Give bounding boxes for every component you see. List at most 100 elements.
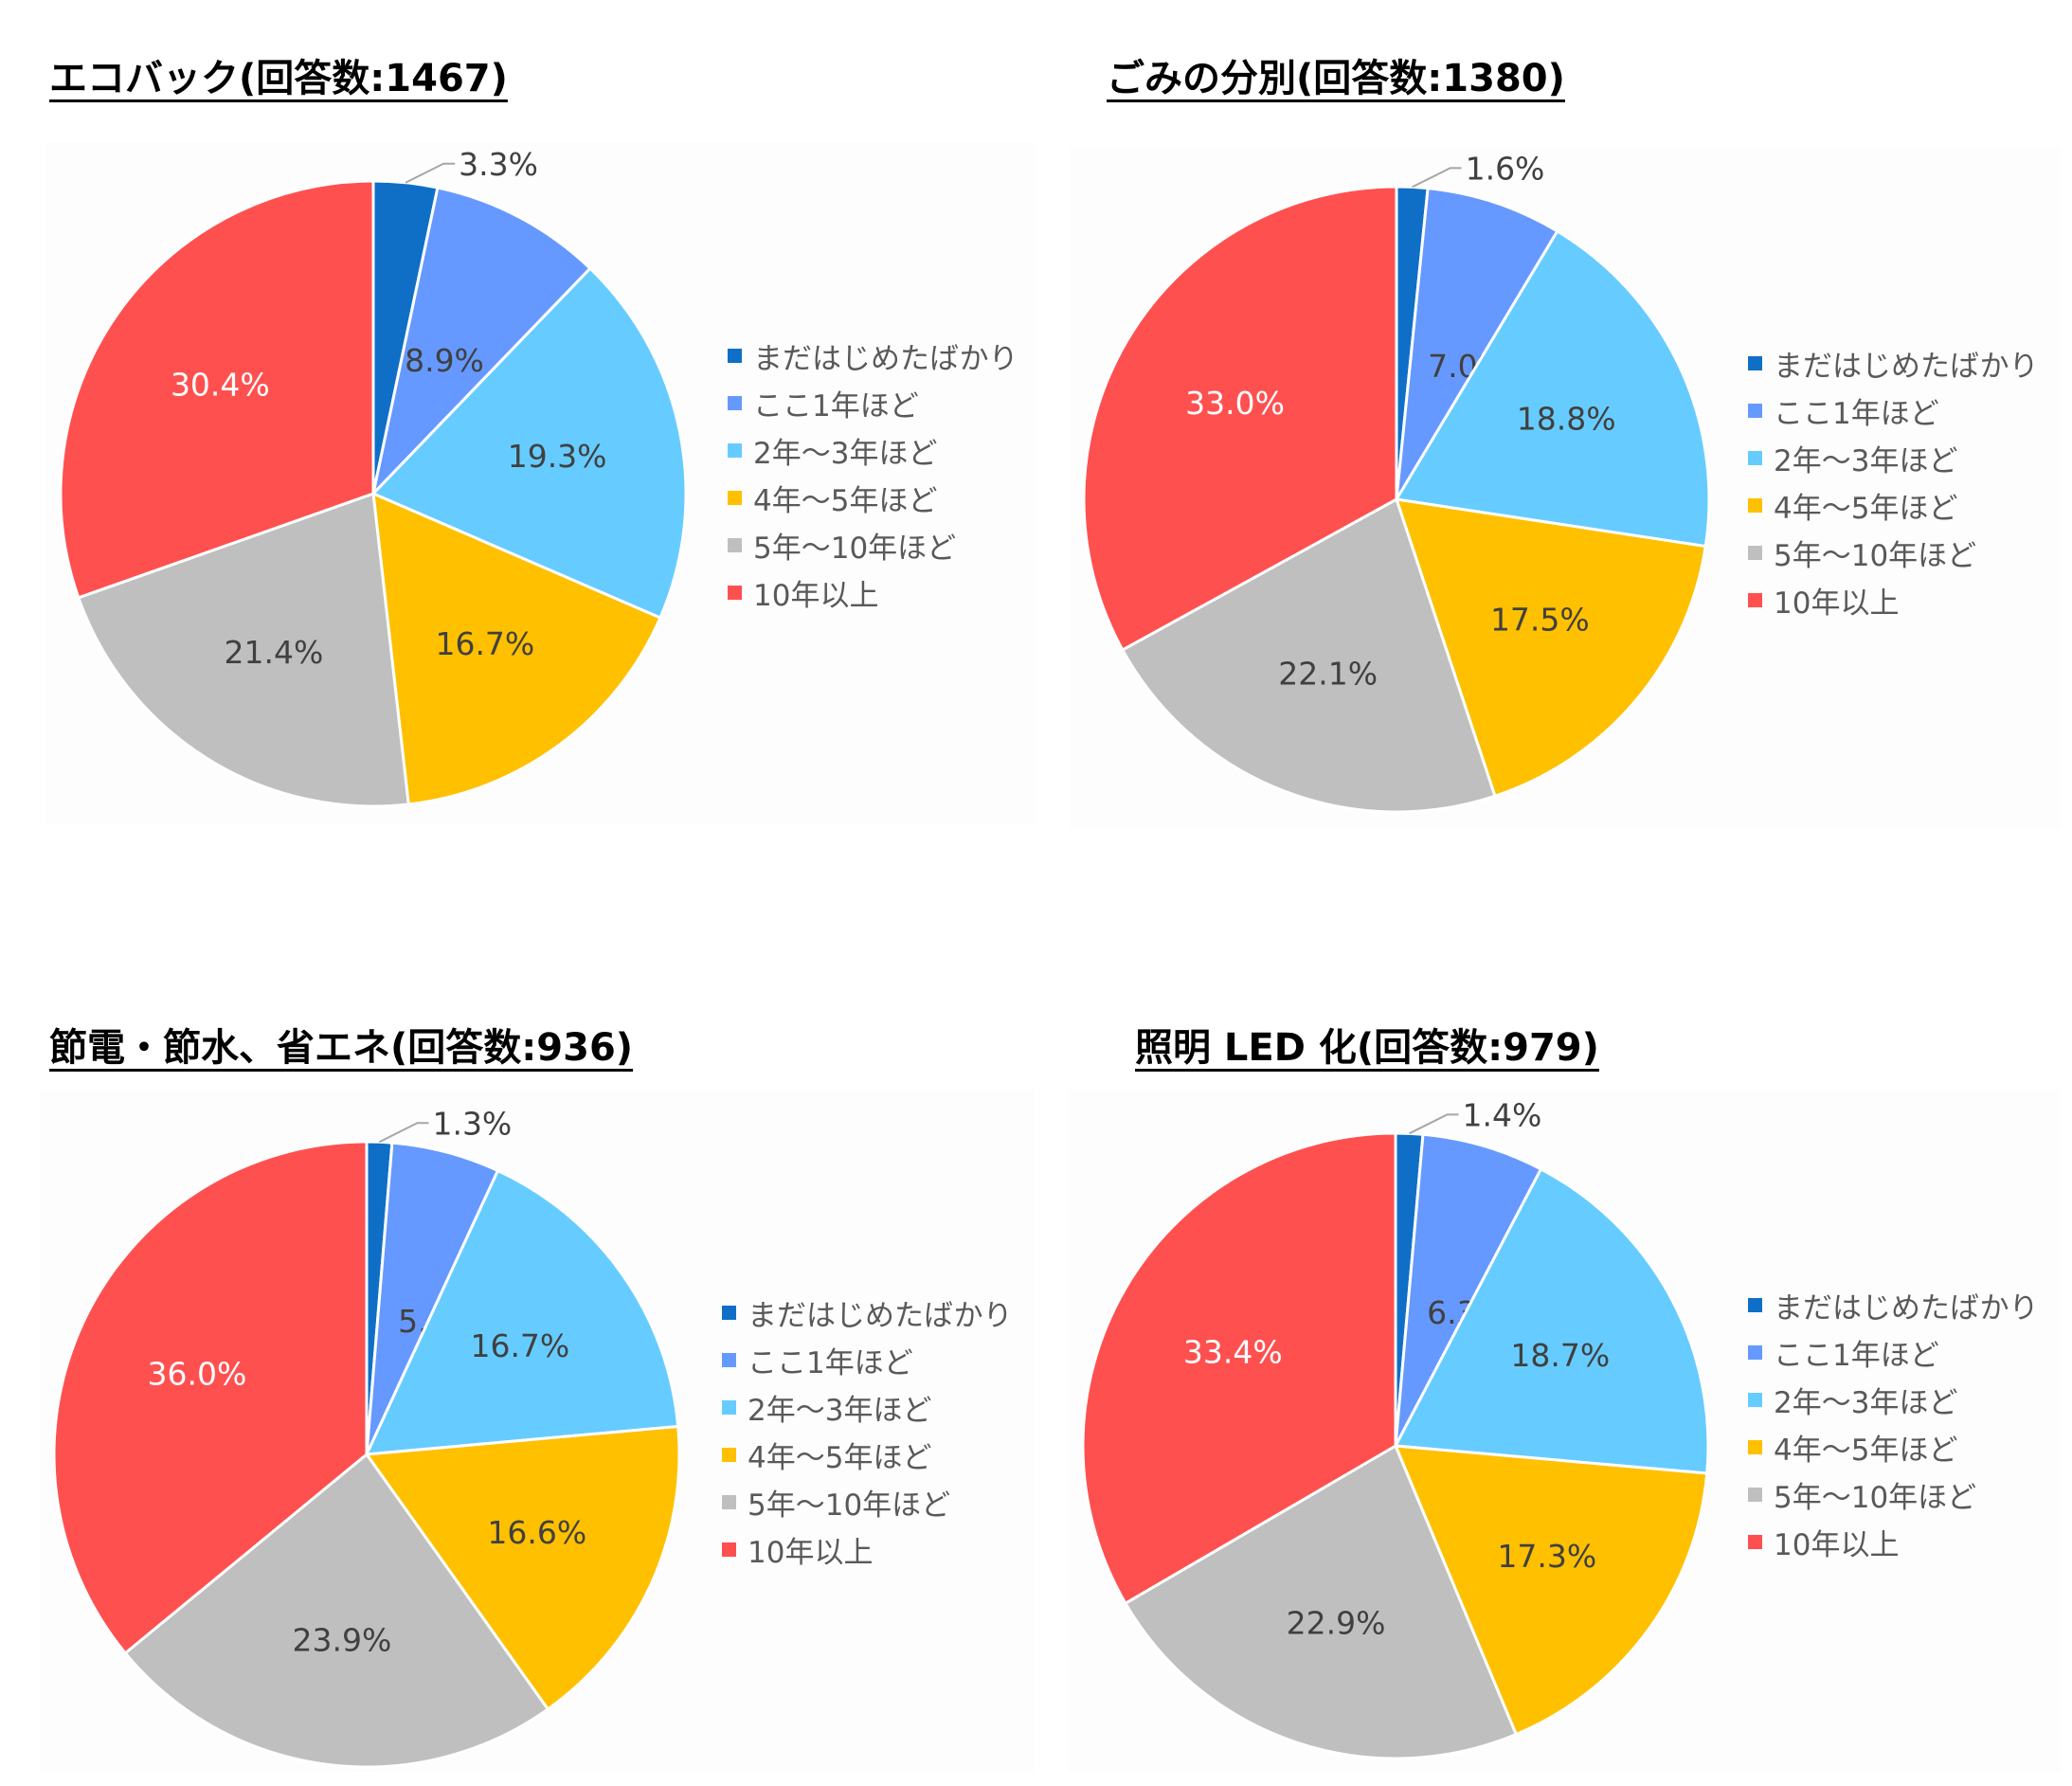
pie-slice (59, 179, 375, 600)
legend-swatch (728, 348, 742, 363)
data-label: 1.6% (1466, 150, 1545, 187)
legend-swatch (722, 1494, 736, 1509)
legend-swatch (1748, 403, 1762, 418)
legend-swatch (722, 1399, 736, 1415)
pie-slice (370, 266, 688, 621)
legend-label: 4年〜5年ほど (1774, 1433, 1958, 1468)
data-label: 1.4% (1463, 1096, 1542, 1133)
legend-item: ここ1年ほど (728, 379, 1018, 426)
legend-swatch (722, 1447, 736, 1462)
legend-swatch (728, 490, 742, 505)
data-label: 17.5% (1490, 602, 1590, 639)
chart-title: 照明 LED 化(回答数:979) (1135, 1026, 1599, 1070)
data-label: 33.0% (1185, 385, 1285, 422)
legend-item: 4年〜5年ほど (1748, 1423, 2039, 1470)
data-label: 22.9% (1287, 1605, 1386, 1642)
chart-title: 節電・節水、省エネ(回答数:936) (49, 1026, 634, 1070)
legend-item: ここ1年ほど (1748, 1328, 2039, 1376)
legend-label: 5年〜10年ほど (1774, 538, 1977, 573)
legend-item: 5年〜10年ほど (1748, 529, 2039, 576)
leader-line (405, 162, 456, 184)
legend-item: 2年〜3年ほど (1748, 434, 2039, 481)
legend-swatch (722, 1352, 736, 1367)
legend-label: ここ1年ほど (1774, 396, 1939, 431)
leader-line (1409, 1113, 1459, 1135)
legend-label: 10年以上 (748, 1535, 874, 1570)
data-label: 18.8% (1517, 401, 1616, 438)
legend: まだはじめたばかり ここ1年ほど 2年〜3年ほど 4年〜5年ほど 5年〜10年ほど 10年… (722, 1289, 1013, 1573)
pie-slice (1123, 1443, 1519, 1760)
legend-label: 2年〜3年ほど (753, 436, 938, 471)
legend-item: まだはじめたばかり (1748, 339, 2039, 387)
legend-swatch (1748, 1487, 1762, 1502)
pie-slice (52, 1140, 369, 1655)
legend-label: 2年〜3年ほど (1774, 1385, 1958, 1420)
legend-swatch (728, 585, 742, 600)
data-label: 19.3% (508, 438, 607, 475)
legend-label: 5年〜10年ほど (748, 1488, 951, 1523)
pie-slice (76, 491, 410, 808)
legend-swatch (1748, 355, 1762, 370)
legend-label: まだはじめたばかり (1774, 349, 2039, 384)
legend-label: 4年〜5年ほど (1774, 491, 1958, 526)
legend-label: 2年〜3年ほど (748, 1393, 932, 1428)
legend-label: まだはじめたばかり (748, 1298, 1013, 1333)
legend-label: 2年〜3年ほど (1774, 443, 1958, 478)
pie-slice (1394, 497, 1707, 799)
data-label: 8.9% (405, 342, 484, 379)
legend-label: 4年〜5年ほど (753, 483, 938, 518)
legend-swatch (1748, 1392, 1762, 1407)
legend-swatch (1748, 1344, 1762, 1360)
legend-swatch (1748, 1534, 1762, 1549)
legend-label: 10年以上 (1774, 1527, 1900, 1562)
legend: まだはじめたばかり ここ1年ほど 2年〜3年ほど 4年〜5年ほど 5年〜10年ほど 10年… (728, 332, 1018, 616)
chart-title: ごみの分別(回答数:1380) (1107, 57, 1565, 100)
legend-label: 5年〜10年ほど (1774, 1480, 1977, 1515)
pie-slice (370, 186, 593, 498)
legend-swatch (1748, 497, 1762, 513)
pie-slice (1393, 1166, 1710, 1475)
leader-line (379, 1122, 429, 1144)
legend-swatch (728, 442, 742, 458)
pie-slice (1393, 1444, 1709, 1737)
legend-swatch (722, 1542, 736, 1557)
pie-slice (123, 1452, 550, 1769)
legend-label: 10年以上 (1774, 586, 1900, 621)
legend-label: ここ1年ほど (748, 1345, 913, 1380)
data-label: 1.3% (432, 1105, 512, 1142)
legend-swatch (1748, 1297, 1762, 1312)
legend-swatch (1748, 592, 1762, 607)
legend-swatch (1748, 545, 1762, 560)
legend-label: ここ1年ほど (1774, 1338, 1939, 1373)
legend-swatch (728, 395, 742, 410)
pie-slice (1120, 496, 1497, 814)
data-label: 22.1% (1278, 655, 1378, 692)
legend-item: 2年〜3年ほど (728, 426, 1018, 474)
legend: まだはじめたばかりここ1年ほど 2年〜3年ほど 4年〜5年ほど 5年〜10年ほど 10年… (1748, 1281, 2039, 1565)
legend-label: 4年〜5年ほど (748, 1440, 932, 1475)
data-label: 17.3% (1497, 1538, 1596, 1575)
data-label: 30.4% (171, 367, 270, 404)
legend-item: まだはじめたばかり (1748, 1281, 2039, 1328)
data-label: 3.3% (459, 146, 538, 183)
data-label: 18.7% (1510, 1337, 1610, 1374)
chart-title: エコバック(回答数:1467) (49, 57, 508, 100)
legend-item: 10年以上 (1748, 1518, 2039, 1565)
data-label: 16.6% (487, 1514, 586, 1551)
legend-label: 10年以上 (753, 578, 879, 613)
legend-item: 5年〜10年ほど (722, 1478, 1013, 1525)
legend-swatch (1748, 1439, 1762, 1454)
legend-label: ここ1年ほど (753, 388, 919, 424)
pie-slice (1394, 1132, 1543, 1447)
legend-item: 4年〜5年ほど (728, 474, 1018, 521)
data-label: 16.7% (435, 625, 534, 662)
legend-swatch (722, 1305, 736, 1320)
legend: まだはじめたばかり ここ1年ほど 2年〜3年ほど 4年〜5年ほど 5年〜10年ほど 10年… (1748, 339, 2039, 623)
legend-swatch (1748, 450, 1762, 465)
legend-item: 2年〜3年ほど (722, 1383, 1013, 1431)
legend-item: 5年〜10年ほど (728, 521, 1018, 568)
pie-slice (364, 1424, 681, 1712)
pie-slice (1394, 228, 1711, 549)
